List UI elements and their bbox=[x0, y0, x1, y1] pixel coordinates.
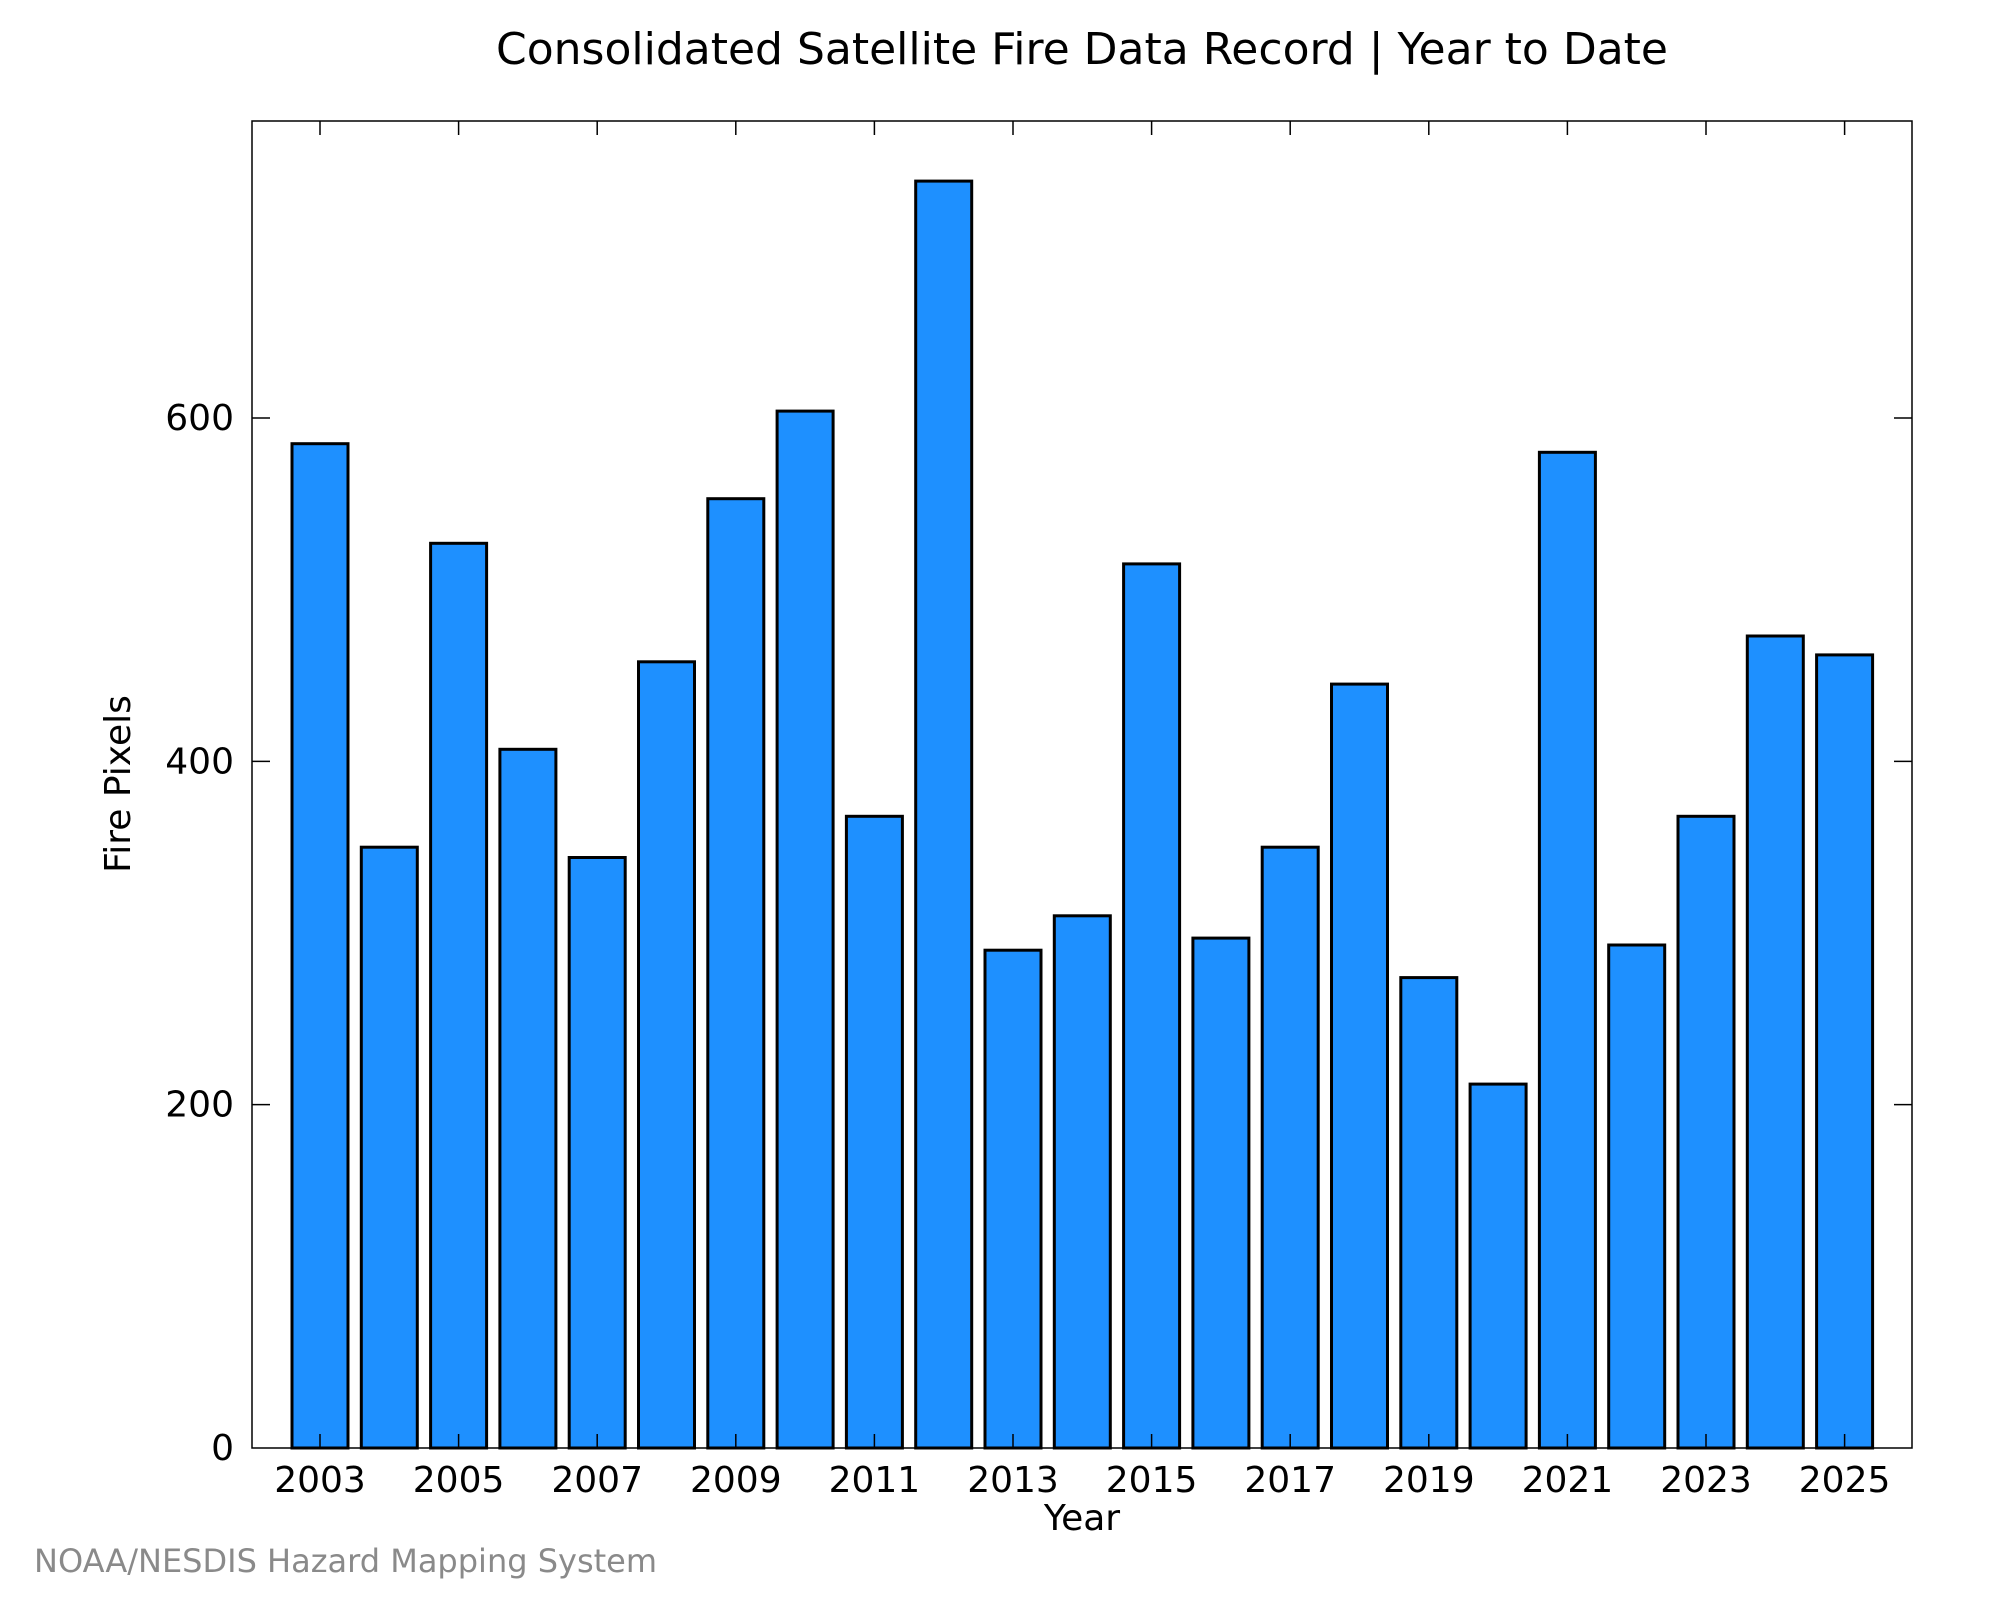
bar-2010 bbox=[775, 409, 835, 1450]
x-axis-label: Year bbox=[1043, 1498, 1120, 1539]
ticks-layer: 2003 2005 2007 2009 2011 2013 2015 2017 2019 2021… bbox=[165, 121, 1912, 1501]
bar-2014 bbox=[1052, 914, 1112, 1450]
bar-2018 bbox=[1330, 682, 1389, 1450]
x-tick-label-2005: 2005 bbox=[413, 1460, 505, 1501]
bar-2023 bbox=[1676, 814, 1736, 1450]
bar-2016 bbox=[1191, 936, 1251, 1450]
x-tick-label-2019: 2019 bbox=[1383, 1460, 1475, 1501]
bar-2007 bbox=[567, 856, 627, 1450]
bar-2022 bbox=[1607, 943, 1667, 1450]
x-tick-label-2015: 2015 bbox=[1106, 1460, 1198, 1501]
x-tick-label-2017: 2017 bbox=[1244, 1460, 1336, 1501]
x-tick-label-2023: 2023 bbox=[1660, 1460, 1752, 1501]
bar-2009 bbox=[706, 497, 766, 1450]
bar-2011 bbox=[844, 814, 904, 1450]
x-tick-label-2011: 2011 bbox=[829, 1460, 921, 1501]
x-tick-label-2003: 2003 bbox=[274, 1460, 366, 1501]
x-tick-label-2007: 2007 bbox=[551, 1460, 643, 1501]
bar-2017 bbox=[1260, 845, 1320, 1450]
y-tick-label-600: 600 bbox=[165, 398, 234, 439]
plot-frame bbox=[251, 120, 1913, 1449]
bar-2008 bbox=[637, 660, 696, 1450]
y-axis-label: Fire Pixels bbox=[98, 695, 139, 873]
bar-2019 bbox=[1399, 976, 1459, 1450]
bar-2024 bbox=[1745, 634, 1805, 1450]
bar-2025 bbox=[1815, 653, 1875, 1450]
bar-2004 bbox=[359, 845, 419, 1450]
bar-2003 bbox=[290, 442, 350, 1450]
x-tick-label-2025: 2025 bbox=[1799, 1460, 1891, 1501]
bars-layer bbox=[290, 179, 1875, 1450]
chart-title: Consolidated Satellite Fire Data Record … bbox=[496, 24, 1668, 75]
bar-2021 bbox=[1537, 450, 1597, 1450]
bar-2012 bbox=[914, 179, 974, 1450]
y-tick-label-0: 0 bbox=[211, 1428, 234, 1469]
bar-2006 bbox=[498, 747, 558, 1450]
x-tick-label-2013: 2013 bbox=[967, 1460, 1059, 1501]
bar-2013 bbox=[983, 948, 1043, 1450]
x-tick-label-2021: 2021 bbox=[1522, 1460, 1614, 1501]
source-credit: NOAA/NESDIS Hazard Mapping System bbox=[34, 1542, 657, 1580]
y-tick-label-200: 200 bbox=[165, 1085, 234, 1126]
bar-2020 bbox=[1468, 1082, 1528, 1450]
bar-2015 bbox=[1122, 562, 1182, 1450]
x-tick-label-2009: 2009 bbox=[690, 1460, 782, 1501]
bar-2005 bbox=[429, 541, 489, 1450]
y-tick-label-400: 400 bbox=[165, 741, 234, 782]
